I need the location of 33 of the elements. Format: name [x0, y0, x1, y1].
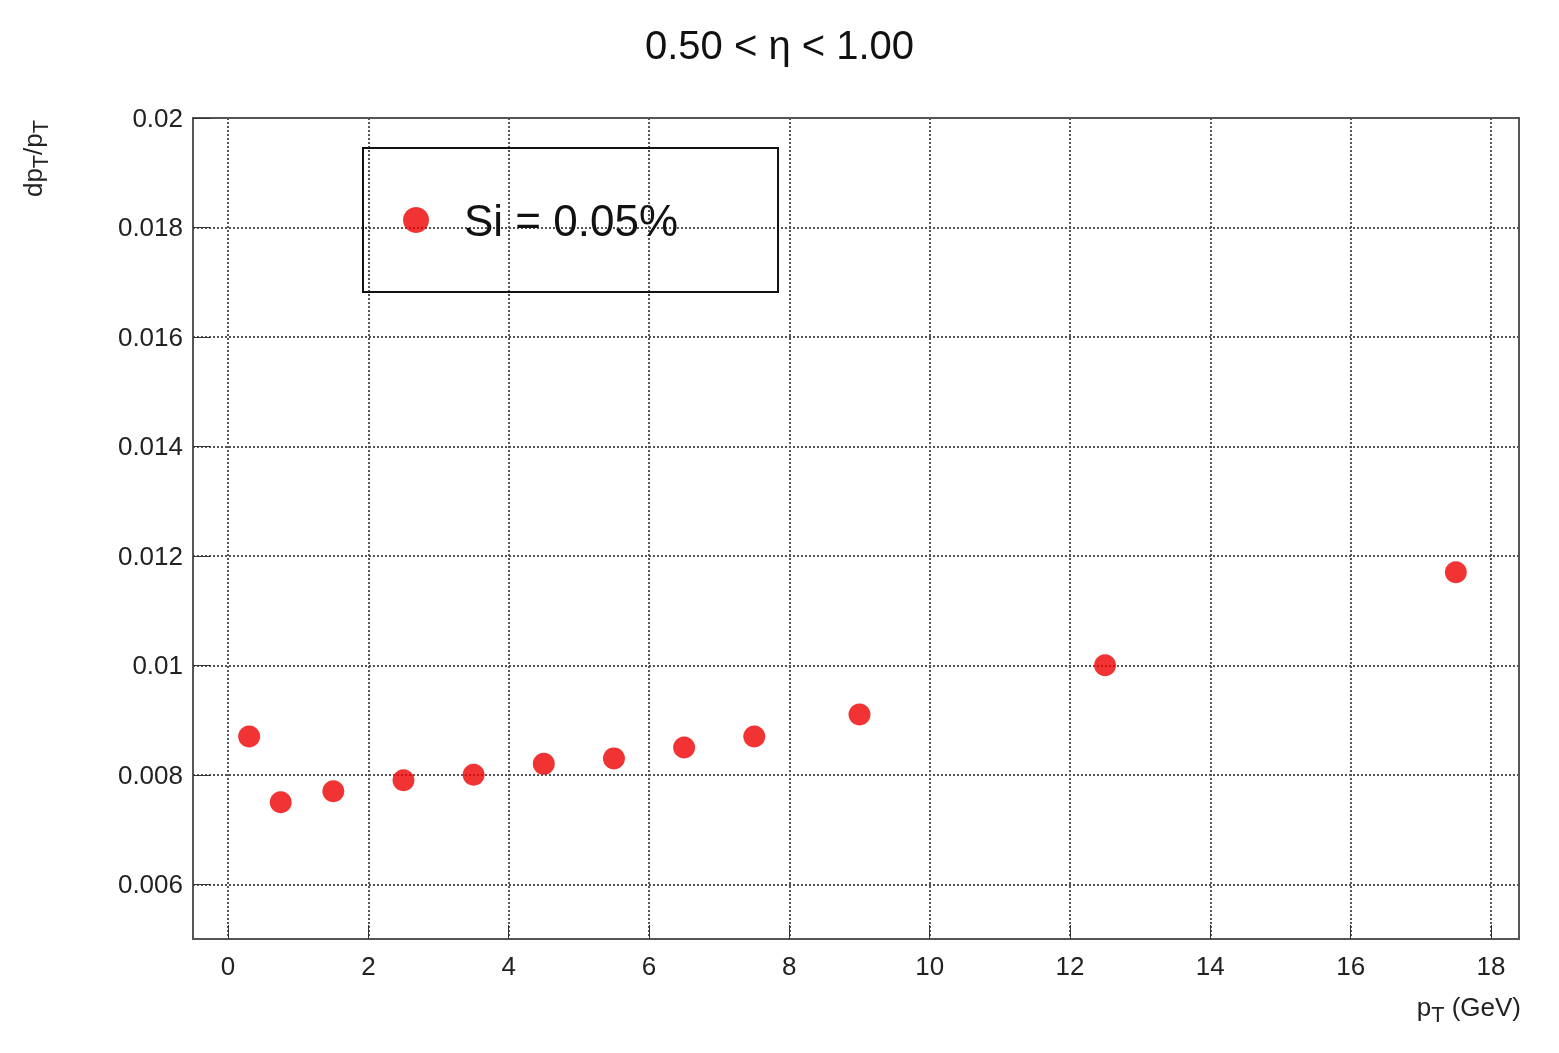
- y-tick-label: 0.016: [117, 321, 183, 352]
- x-axis-title: p$_{T}$ (GeV): [1416, 992, 1521, 1028]
- x-tick-label: 16: [1336, 951, 1366, 981]
- point: [743, 725, 766, 748]
- x-tick-label: 0: [220, 951, 236, 981]
- x-tick-label: 12: [1055, 951, 1085, 981]
- x-tick-label: 8: [782, 951, 797, 981]
- x-tick-label: 4: [501, 951, 516, 981]
- point: [673, 736, 696, 759]
- point: [462, 763, 485, 786]
- x-tick-label: 10: [915, 951, 945, 981]
- x-tick-label: 14: [1195, 951, 1225, 981]
- point: [1444, 561, 1467, 584]
- y-tick-label: 0.01: [132, 650, 183, 681]
- x-tick-label: 6: [641, 951, 657, 981]
- chart-title: 0.50 < η < 1.00: [644, 23, 915, 67]
- point: [1094, 654, 1117, 677]
- point: [322, 780, 345, 803]
- y-tick-label: 0.006: [117, 869, 183, 900]
- legend-label: Si = 0.05%: [464, 195, 679, 245]
- y-tick-label: 0.018: [117, 212, 183, 243]
- point: [269, 791, 292, 814]
- y-tick-label: 0.008: [117, 759, 183, 790]
- point: [392, 769, 415, 792]
- point: [238, 725, 261, 748]
- y-tick-label: 0.02: [132, 103, 183, 133]
- y-tick-label: 0.012: [117, 540, 183, 571]
- point: [602, 747, 625, 770]
- y-tick-label: 0.014: [117, 431, 183, 462]
- x-tick-label: 2: [361, 951, 376, 981]
- point: [848, 703, 871, 726]
- x-tick-label: 18: [1476, 951, 1506, 981]
- point: [532, 752, 555, 775]
